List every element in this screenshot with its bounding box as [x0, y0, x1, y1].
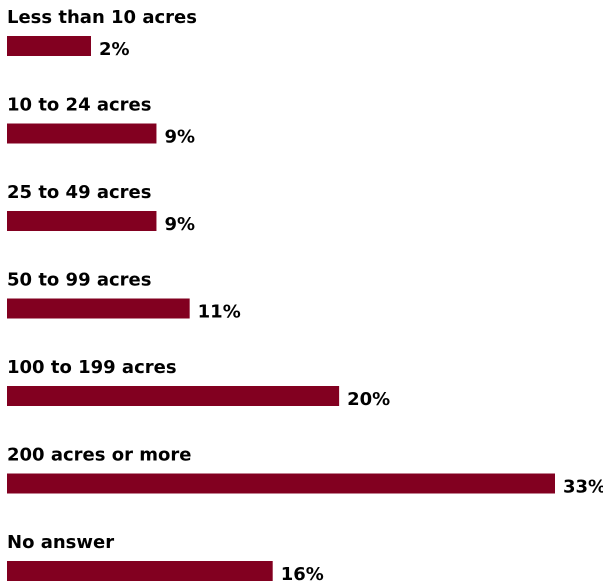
bar — [7, 36, 91, 56]
value-label: 11% — [198, 302, 241, 323]
category-label: 200 acres or more — [7, 445, 191, 466]
bar — [7, 386, 340, 406]
bar — [7, 561, 273, 581]
value-label: 16% — [281, 564, 324, 583]
category-label: 100 to 199 acres — [7, 357, 177, 378]
category-label: 10 to 24 acres — [7, 95, 151, 116]
category-label: Less than 10 acres — [7, 7, 197, 28]
value-label: 33% — [563, 477, 603, 498]
value-label: 9% — [164, 214, 195, 235]
value-label: 20% — [347, 389, 390, 410]
value-label: 9% — [164, 127, 195, 148]
value-label: 2% — [99, 39, 130, 60]
bar — [7, 298, 190, 319]
category-label: 25 to 49 acres — [7, 182, 151, 203]
bar — [7, 123, 157, 144]
bar — [7, 473, 555, 494]
bar — [7, 211, 157, 231]
category-label: 50 to 99 acres — [7, 270, 151, 291]
category-label: No answer — [7, 532, 114, 553]
